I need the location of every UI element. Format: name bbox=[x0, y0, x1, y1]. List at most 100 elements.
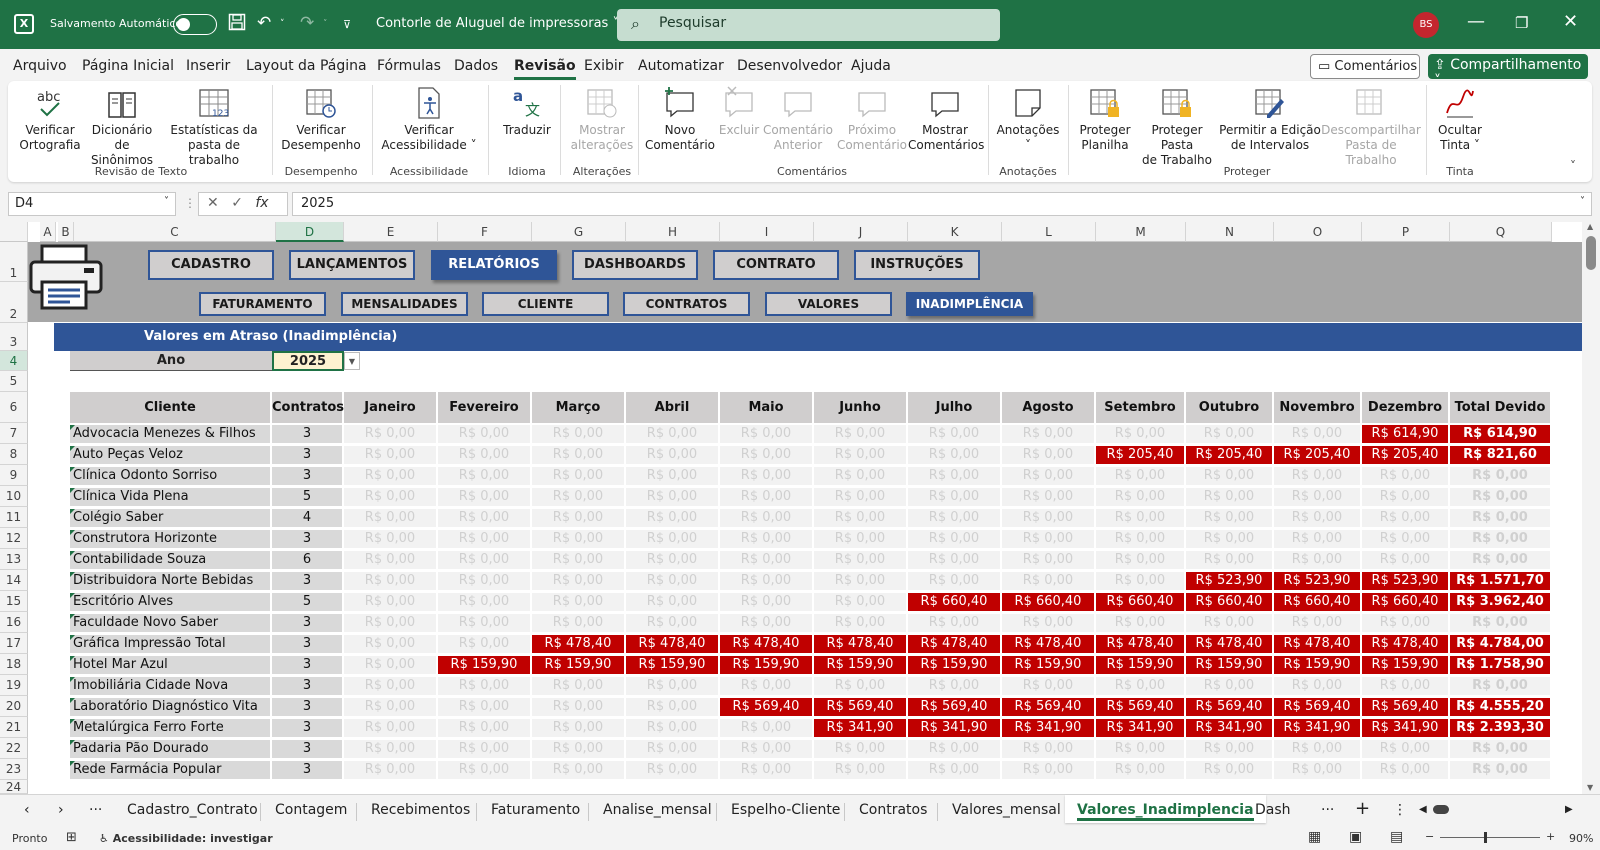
month-value-cell[interactable]: R$ 0,00 bbox=[344, 551, 436, 569]
sheet-tab-contagem[interactable]: Contagem bbox=[275, 802, 348, 818]
notes-button[interactable]: Anotações ˅ bbox=[992, 85, 1064, 153]
month-value-cell[interactable]: R$ 0,00 bbox=[532, 551, 624, 569]
month-value-cell[interactable]: R$ 478,40 bbox=[908, 635, 1000, 653]
month-value-cell[interactable]: R$ 0,00 bbox=[626, 446, 718, 464]
add-sheet-icon[interactable]: + bbox=[1355, 798, 1371, 819]
save-icon[interactable] bbox=[228, 13, 246, 36]
month-value-cell[interactable]: R$ 0,00 bbox=[1096, 551, 1184, 569]
sheet-tab-valores-mensal[interactable]: Valores_mensal bbox=[952, 802, 1061, 818]
month-value-cell[interactable]: R$ 569,40 bbox=[1274, 698, 1360, 716]
month-value-cell[interactable]: R$ 0,00 bbox=[1002, 467, 1094, 485]
month-value-cell[interactable]: R$ 0,00 bbox=[1362, 488, 1448, 506]
month-value-cell[interactable]: R$ 341,90 bbox=[1362, 719, 1448, 737]
sheet-tab-analise-mensal[interactable]: Analise_mensal bbox=[603, 802, 712, 818]
month-value-cell[interactable]: R$ 0,00 bbox=[720, 572, 812, 590]
menu-exibir[interactable]: Exibir bbox=[584, 58, 624, 74]
menu-pagina-inicial[interactable]: Página Inicial bbox=[82, 58, 175, 74]
month-value-cell[interactable]: R$ 0,00 bbox=[626, 593, 718, 611]
month-value-cell[interactable]: R$ 0,00 bbox=[344, 467, 436, 485]
month-value-cell[interactable]: R$ 0,00 bbox=[438, 572, 530, 590]
month-value-cell[interactable]: R$ 0,00 bbox=[626, 761, 718, 779]
month-value-cell[interactable]: R$ 0,00 bbox=[532, 530, 624, 548]
month-value-cell[interactable]: R$ 0,00 bbox=[1096, 740, 1184, 758]
contracts-count-cell[interactable]: 3 bbox=[272, 740, 342, 758]
menu-arquivo[interactable]: Arquivo bbox=[13, 58, 67, 74]
column-header-n[interactable]: N bbox=[1186, 222, 1274, 242]
month-value-cell[interactable]: R$ 0,00 bbox=[720, 677, 812, 695]
month-value-cell[interactable]: R$ 0,00 bbox=[814, 446, 906, 464]
month-value-cell[interactable]: R$ 159,90 bbox=[438, 656, 530, 674]
month-value-cell[interactable]: R$ 569,40 bbox=[1362, 698, 1448, 716]
close-icon[interactable]: ✕ bbox=[1563, 11, 1579, 32]
month-value-cell[interactable]: R$ 0,00 bbox=[1096, 509, 1184, 527]
month-value-cell[interactable]: R$ 0,00 bbox=[626, 467, 718, 485]
month-value-cell[interactable]: R$ 0,00 bbox=[438, 488, 530, 506]
month-value-cell[interactable]: R$ 0,00 bbox=[438, 551, 530, 569]
month-value-cell[interactable]: R$ 0,00 bbox=[344, 488, 436, 506]
month-value-cell[interactable]: R$ 0,00 bbox=[1362, 551, 1448, 569]
month-value-cell[interactable]: R$ 0,00 bbox=[344, 761, 436, 779]
menu-desenvolvedor[interactable]: Desenvolvedor bbox=[737, 58, 843, 74]
month-value-cell[interactable]: R$ 0,00 bbox=[908, 740, 1000, 758]
menu-revisao[interactable]: Revisão bbox=[514, 58, 576, 80]
month-value-cell[interactable]: R$ 0,00 bbox=[438, 740, 530, 758]
contracts-count-cell[interactable]: 5 bbox=[272, 593, 342, 611]
month-value-cell[interactable]: R$ 478,40 bbox=[1274, 635, 1360, 653]
client-name-cell[interactable]: Gráfica Impressão Total bbox=[70, 635, 270, 653]
month-value-cell[interactable]: R$ 0,00 bbox=[438, 761, 530, 779]
month-value-cell[interactable]: R$ 0,00 bbox=[814, 761, 906, 779]
month-value-cell[interactable]: R$ 0,00 bbox=[908, 677, 1000, 695]
month-value-cell[interactable]: R$ 0,00 bbox=[814, 593, 906, 611]
month-value-cell[interactable]: R$ 0,00 bbox=[1096, 761, 1184, 779]
total-due-cell[interactable]: R$ 614,90 bbox=[1450, 425, 1550, 443]
nav-cadastro-button[interactable]: CADASTRO bbox=[148, 250, 274, 280]
tabs-scroll-left-icon[interactable]: ‹ bbox=[24, 802, 30, 818]
month-value-cell[interactable]: R$ 0,00 bbox=[1362, 761, 1448, 779]
collapse-ribbon-icon[interactable]: ˅ bbox=[1570, 159, 1576, 173]
row-header-6[interactable]: 6 bbox=[0, 392, 28, 423]
month-value-cell[interactable]: R$ 0,00 bbox=[344, 740, 436, 758]
nav-dashboards-button[interactable]: DASHBOARDS bbox=[572, 250, 698, 280]
select-all-corner[interactable] bbox=[0, 222, 28, 242]
column-header-i[interactable]: I bbox=[720, 222, 814, 242]
month-value-cell[interactable]: R$ 0,00 bbox=[1096, 572, 1184, 590]
delete-comment-button[interactable]: Excluir bbox=[718, 85, 760, 138]
month-value-cell[interactable]: R$ 0,00 bbox=[1186, 467, 1272, 485]
month-value-cell[interactable]: R$ 0,00 bbox=[438, 425, 530, 443]
month-value-cell[interactable]: R$ 0,00 bbox=[720, 614, 812, 632]
row-header-19[interactable]: 19 bbox=[0, 675, 28, 696]
check-accessibility-button[interactable]: Verificar Acessibilidade ˅ bbox=[376, 85, 482, 153]
month-value-cell[interactable]: R$ 0,00 bbox=[1186, 488, 1272, 506]
month-value-cell[interactable]: R$ 0,00 bbox=[626, 551, 718, 569]
month-value-cell[interactable]: R$ 0,00 bbox=[532, 425, 624, 443]
month-value-cell[interactable]: R$ 159,90 bbox=[1002, 656, 1094, 674]
page-layout-view-icon[interactable]: ▣ bbox=[1349, 829, 1363, 845]
redo-icon[interactable]: ↷ bbox=[300, 13, 315, 33]
month-value-cell[interactable]: R$ 569,40 bbox=[720, 698, 812, 716]
scroll-up-icon[interactable]: ▲ bbox=[1587, 222, 1594, 231]
client-name-cell[interactable]: Hotel Mar Azul bbox=[70, 656, 270, 674]
month-value-cell[interactable]: R$ 0,00 bbox=[1002, 761, 1094, 779]
column-header-k[interactable]: K bbox=[908, 222, 1002, 242]
month-value-cell[interactable]: R$ 0,00 bbox=[720, 593, 812, 611]
month-value-cell[interactable]: R$ 0,00 bbox=[1186, 740, 1272, 758]
contracts-count-cell[interactable]: 3 bbox=[272, 530, 342, 548]
nav-contrato-button[interactable]: CONTRATO bbox=[713, 250, 839, 280]
month-value-cell[interactable]: R$ 0,00 bbox=[1186, 509, 1272, 527]
subnav-contratos-button[interactable]: CONTRATOS bbox=[623, 292, 750, 316]
month-value-cell[interactable]: R$ 0,00 bbox=[1096, 530, 1184, 548]
month-value-cell[interactable]: R$ 159,90 bbox=[1096, 656, 1184, 674]
formula-input[interactable]: 2025 ˅ bbox=[292, 192, 1592, 216]
month-value-cell[interactable]: R$ 478,40 bbox=[532, 635, 624, 653]
row-header-7[interactable]: 7 bbox=[0, 423, 28, 444]
month-value-cell[interactable]: R$ 0,00 bbox=[626, 698, 718, 716]
month-value-cell[interactable]: R$ 159,90 bbox=[720, 656, 812, 674]
cancel-icon[interactable]: ✕ bbox=[207, 195, 219, 211]
contracts-count-cell[interactable]: 3 bbox=[272, 635, 342, 653]
month-value-cell[interactable]: R$ 0,00 bbox=[1362, 614, 1448, 632]
client-name-cell[interactable]: Padaria Pão Dourado bbox=[70, 740, 270, 758]
month-value-cell[interactable]: R$ 0,00 bbox=[1096, 425, 1184, 443]
month-value-cell[interactable]: R$ 159,90 bbox=[908, 656, 1000, 674]
month-value-cell[interactable]: R$ 0,00 bbox=[626, 614, 718, 632]
